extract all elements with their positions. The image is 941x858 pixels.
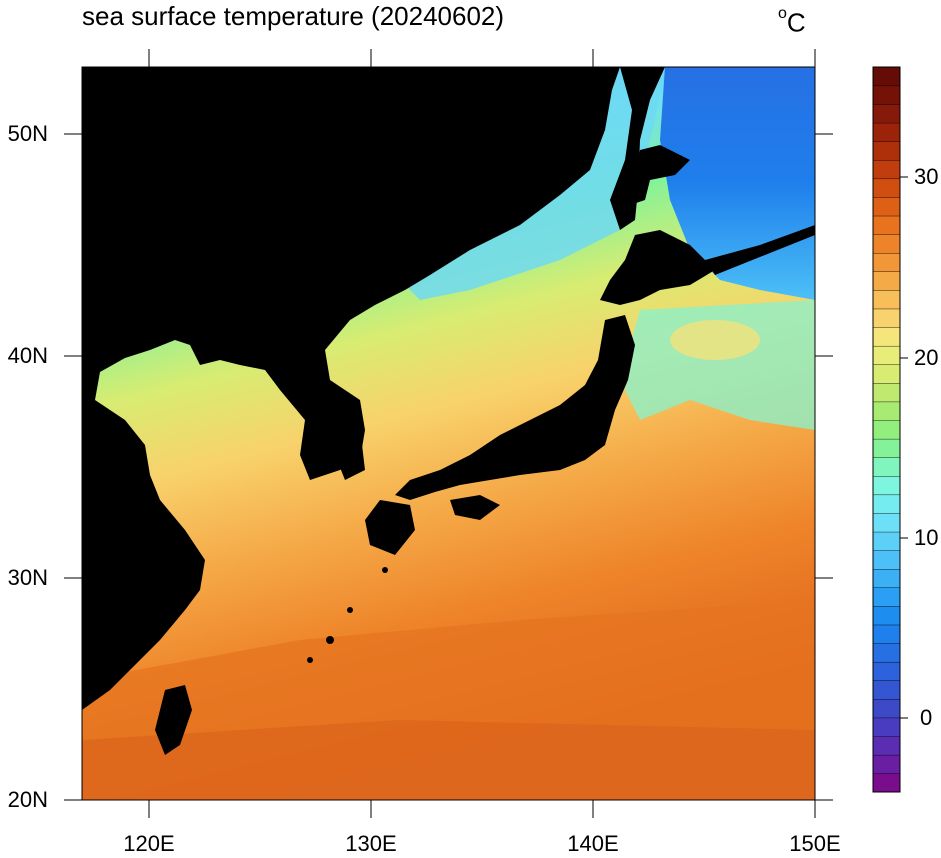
colorbar-label-10: 10 — [914, 525, 939, 550]
colorbar-band — [872, 550, 901, 570]
colorbar-band — [872, 773, 901, 793]
sakhalin — [610, 67, 665, 230]
colorbar-band — [872, 475, 901, 496]
colorbar-band — [872, 717, 901, 737]
ryukyu-island — [326, 636, 334, 644]
colorbar-band — [872, 531, 901, 551]
colorbar-band — [872, 680, 901, 700]
units-label: oC — [778, 5, 806, 38]
colorbar-band — [872, 438, 901, 458]
colorbar-label-20: 20 — [914, 345, 939, 370]
colorbar-band — [872, 234, 901, 254]
ryukyu-island — [382, 567, 388, 573]
colorbar-band — [872, 289, 901, 310]
asian-continent — [82, 67, 620, 710]
lat-label-50n: 50N — [7, 121, 48, 146]
colorbar-band — [872, 345, 901, 365]
colorbar-band — [872, 605, 901, 626]
korea-south-tip — [335, 428, 365, 480]
kuril-islands — [705, 225, 815, 275]
colorbar-band — [872, 327, 901, 347]
ryukyu-island — [307, 657, 313, 663]
colorbar-band — [872, 457, 901, 477]
lat-ticks — [64, 133, 833, 801]
colorbar-band — [872, 661, 901, 681]
colorbar-band — [872, 178, 901, 198]
colorbar-band — [872, 215, 901, 235]
map-frame — [81, 66, 816, 801]
lat-label-40n: 40N — [7, 343, 48, 368]
honshu — [395, 315, 635, 500]
colorbar-band — [872, 85, 901, 105]
colorbar-band — [872, 141, 901, 161]
colorbar-band — [872, 698, 901, 719]
colorbar-band — [872, 382, 901, 403]
colorbar-band — [872, 159, 901, 180]
colorbar-band — [872, 66, 901, 87]
colorbar-band — [872, 364, 901, 384]
oyashio-water — [620, 300, 815, 430]
taiwan — [155, 685, 192, 755]
lon-label-150e: 150E — [789, 831, 841, 856]
lon-label-140e: 140E — [567, 831, 619, 856]
colorbar-label-30: 30 — [914, 164, 939, 189]
colorbar-band — [872, 624, 901, 644]
colorbar-band — [872, 512, 901, 533]
colorbar-band — [872, 420, 901, 440]
colorbar-band — [872, 736, 901, 756]
colorbar — [872, 66, 901, 793]
colorbar-band — [872, 568, 901, 589]
colorbar-band — [872, 196, 901, 217]
map-title: sea surface temperature (20240602) — [82, 1, 505, 31]
kyushu — [365, 500, 415, 555]
colorbar-band — [872, 401, 901, 421]
lat-label-20n: 20N — [7, 787, 48, 812]
lon-ticks — [148, 49, 816, 818]
hokkaido — [600, 230, 715, 305]
colorbar-ticks — [900, 176, 908, 719]
sakhalin-south — [630, 145, 690, 205]
colorbar-band — [872, 103, 901, 124]
lat-label-30n: 30N — [7, 565, 48, 590]
lon-label-130e: 130E — [345, 831, 397, 856]
lon-label-120e: 120E — [123, 831, 175, 856]
colorbar-band — [872, 587, 901, 607]
colorbar-label-0: 0 — [920, 705, 933, 730]
colorbar-frame — [872, 66, 901, 793]
colorbar-band — [872, 494, 901, 514]
warm-eddy — [670, 320, 760, 360]
colorbar-band — [872, 252, 901, 272]
sst-field — [82, 67, 815, 800]
colorbar-band — [872, 271, 901, 291]
colorbar-band — [872, 122, 901, 142]
warmest-water — [82, 720, 815, 800]
ryukyu-island — [347, 607, 353, 613]
shikoku — [450, 495, 500, 520]
colorbar-band — [872, 643, 901, 663]
colorbar-band — [872, 754, 901, 774]
colorbar-band — [872, 308, 901, 328]
land — [82, 67, 815, 755]
